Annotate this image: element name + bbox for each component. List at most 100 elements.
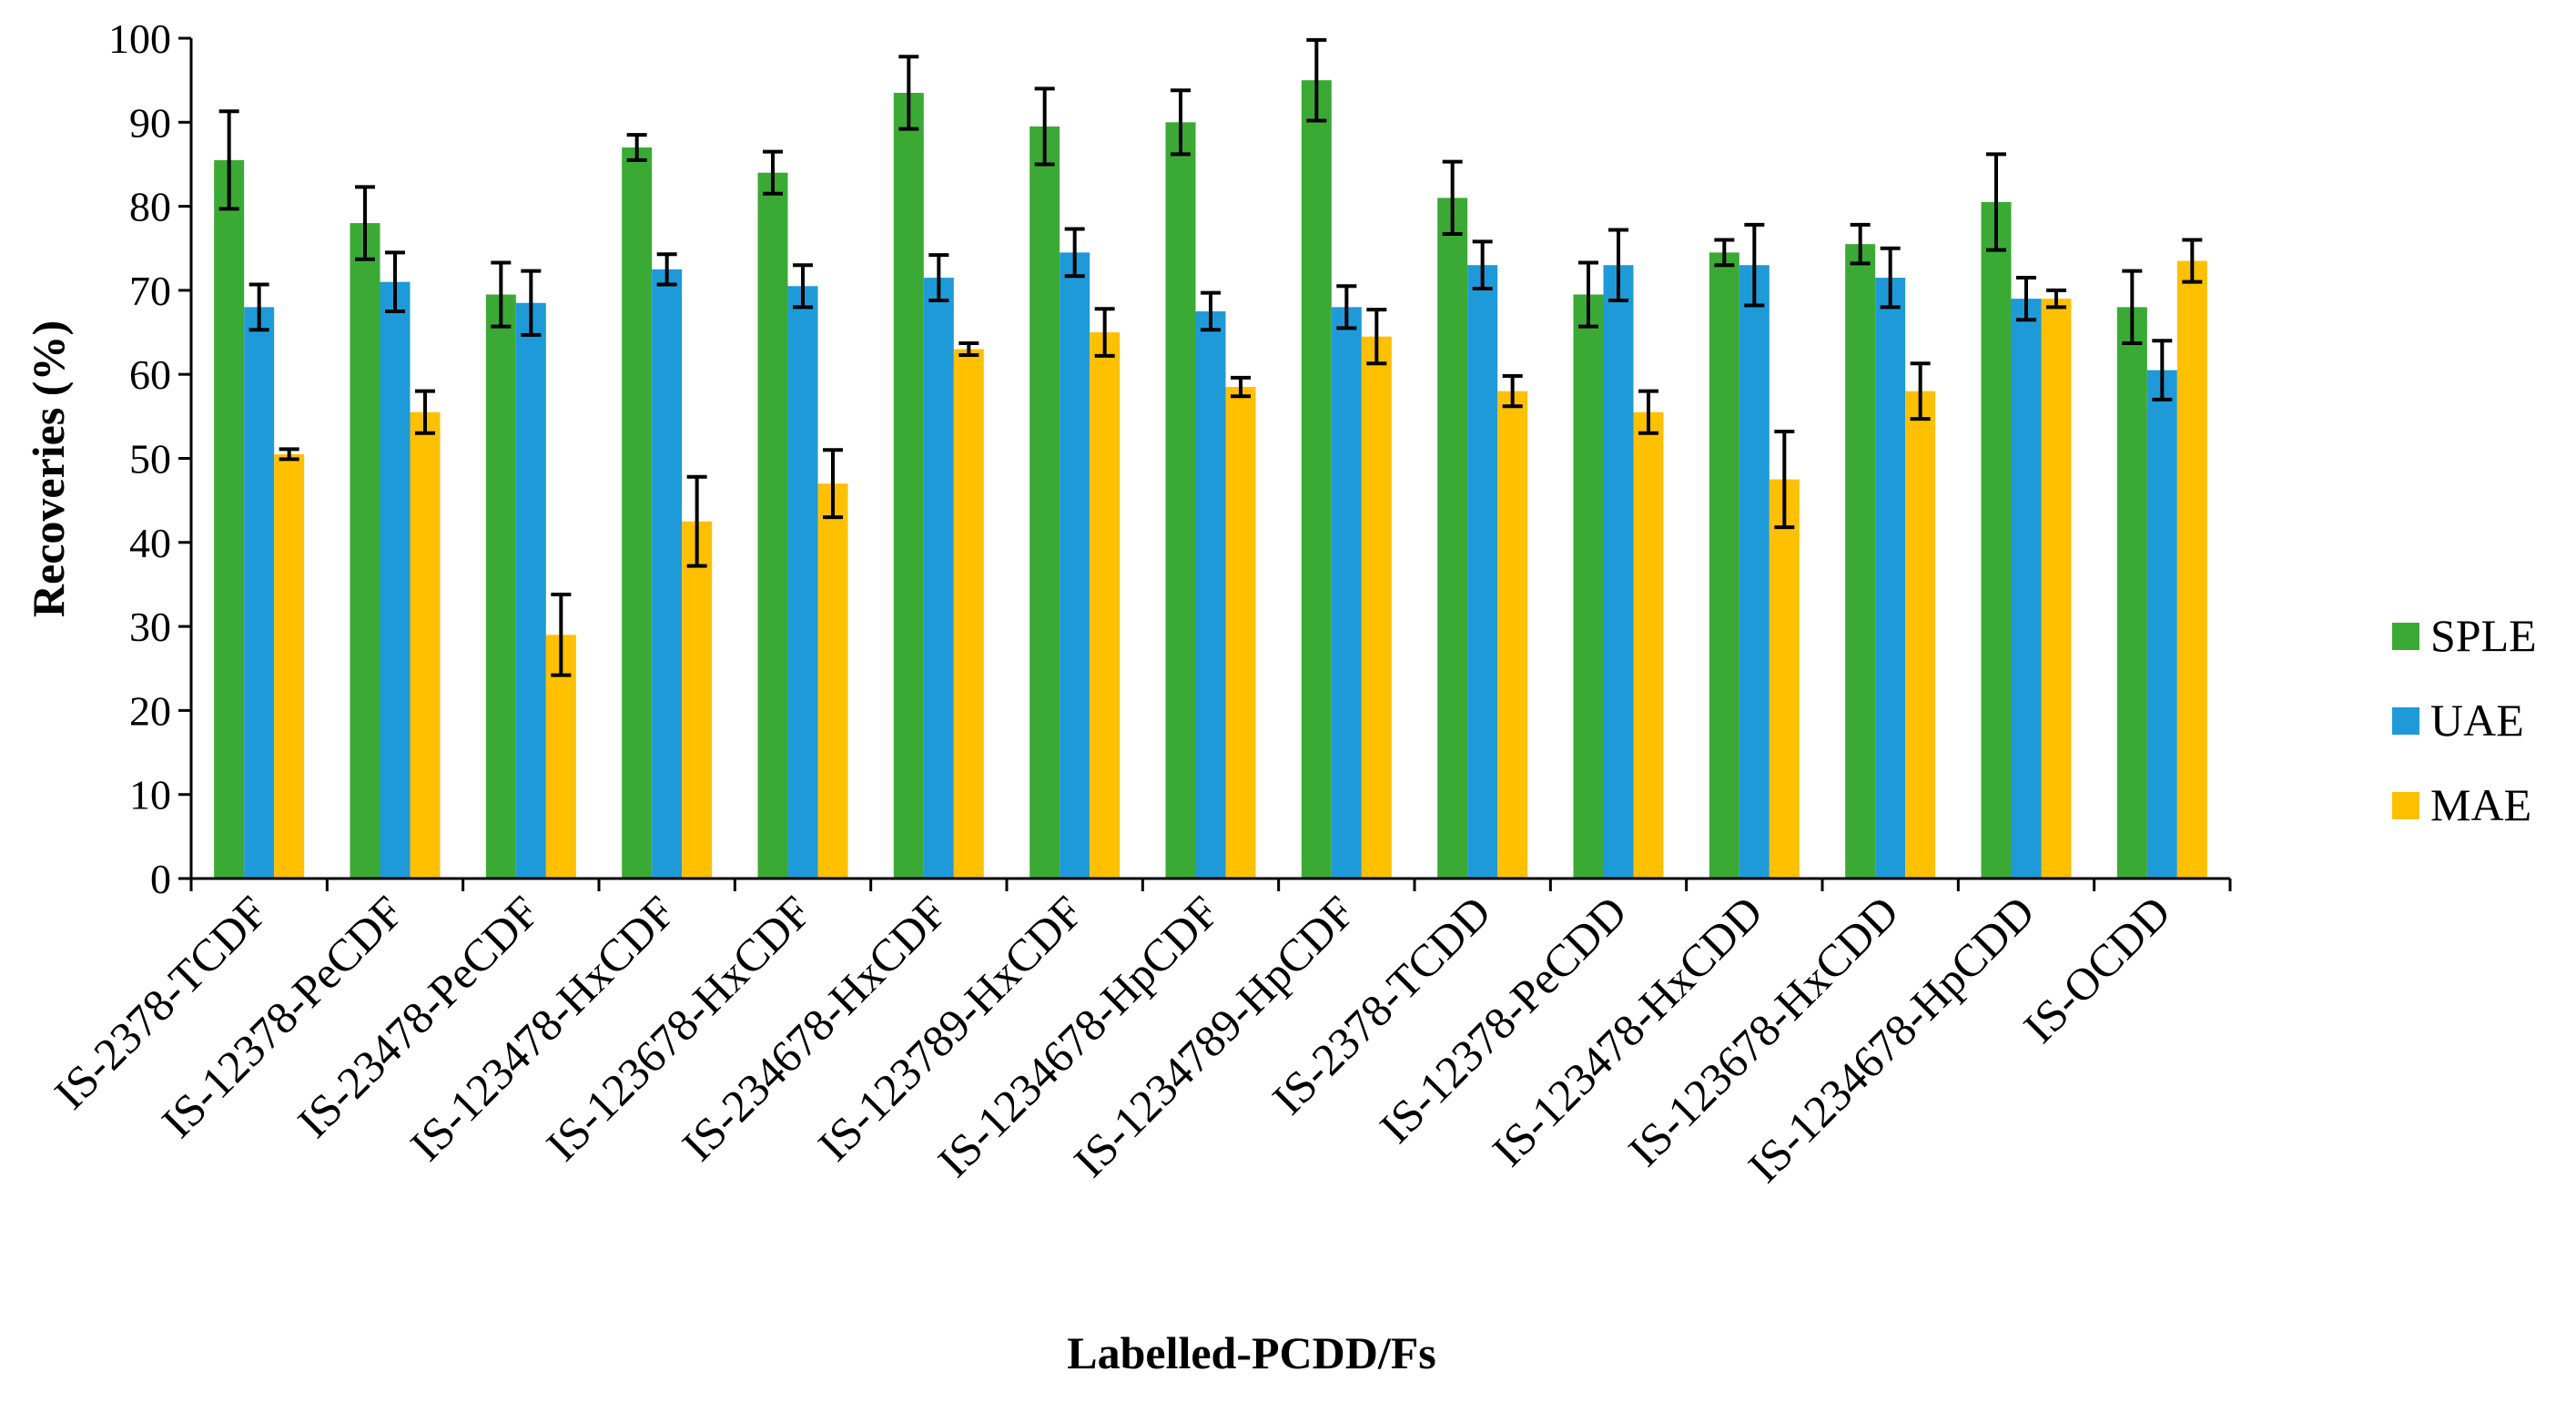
error-bar	[2152, 339, 2173, 401]
error-bar	[1442, 159, 1463, 237]
bar-sple	[2116, 307, 2147, 879]
error-bar	[1714, 238, 1735, 268]
bar-uae	[1060, 252, 1090, 879]
bar-mae	[1905, 391, 1936, 879]
y-tick-label: 40	[129, 520, 171, 566]
bar-uae	[2011, 299, 2042, 879]
error-bar	[1231, 375, 1251, 399]
legend-label-mae: MAE	[2430, 779, 2531, 830]
x-tick-label: IS-12378-PeCDF	[152, 886, 413, 1147]
error-bar	[656, 252, 677, 287]
bar-uae	[515, 302, 546, 879]
error-bar	[1201, 290, 1221, 332]
x-tick-label: IS-OCDD	[2013, 886, 2180, 1052]
bar-mae	[2041, 299, 2072, 879]
y-tick-label: 90	[129, 99, 171, 146]
y-tick-label: 30	[129, 604, 171, 650]
bar-mae	[274, 453, 305, 879]
bar-sple	[1165, 122, 1196, 879]
y-tick-label: 0	[150, 856, 171, 902]
x-axis-title: Labelled-PCDD/Fs	[1067, 1327, 1436, 1378]
bar-sple	[622, 147, 653, 879]
y-tick-label: 10	[129, 772, 171, 818]
bar-mae	[1769, 479, 1800, 879]
error-bar	[1171, 88, 1191, 157]
bar-mae	[1497, 391, 1528, 879]
error-bar	[823, 448, 843, 520]
bar-sple	[214, 159, 245, 879]
bar-mae	[817, 483, 848, 879]
error-bar	[1502, 374, 1523, 409]
bar-mae	[410, 411, 441, 879]
bars-layer	[214, 80, 2207, 879]
legend-swatch-sple	[2392, 623, 2419, 650]
error-bar	[279, 447, 299, 462]
error-bars-layer	[218, 37, 2203, 677]
error-bar	[1034, 86, 1055, 167]
error-bar	[1986, 152, 2006, 252]
error-bar	[2182, 238, 2203, 284]
y-axis-title: Recoveries (%)	[23, 320, 74, 617]
y-tick-label: 60	[129, 351, 171, 398]
bar-mae	[1225, 387, 1256, 879]
error-bar	[1880, 246, 1901, 310]
bar-sple	[1709, 252, 1739, 879]
bar-mae	[2176, 260, 2207, 879]
legend-label-uae: UAE	[2430, 695, 2524, 746]
error-bar	[1638, 389, 1658, 435]
error-bar	[1306, 37, 1327, 123]
y-axis: 0 10 20 30 40 50 60 70 80 90 100	[108, 15, 193, 902]
bar-mae	[682, 521, 713, 879]
bar-uae	[1195, 310, 1226, 879]
error-bar	[491, 260, 512, 329]
bar-mae	[1361, 336, 1392, 879]
bar-uae	[244, 307, 275, 879]
bar-uae	[1875, 278, 1906, 879]
bar-uae	[380, 281, 411, 879]
error-bar	[1578, 260, 1598, 329]
bar-uae	[1331, 307, 1362, 879]
bar-uae	[652, 269, 683, 879]
y-tick-label: 50	[129, 436, 171, 483]
bar-mae	[1090, 332, 1121, 879]
error-bar	[415, 389, 435, 435]
bar-uae	[787, 286, 818, 879]
error-bar	[521, 269, 542, 337]
error-bar	[626, 133, 647, 162]
x-tick-label: IS-23478-PeCDF	[288, 886, 549, 1147]
x-tick-label: IS-12378-PeCDD	[1370, 886, 1637, 1153]
bar-uae	[2146, 370, 2177, 879]
bar-sple	[757, 172, 788, 879]
error-bar	[248, 282, 269, 332]
y-tick-label: 80	[129, 184, 171, 230]
bar-sple	[1437, 198, 1468, 879]
error-bar	[2046, 288, 2066, 310]
error-bar	[355, 185, 375, 261]
bar-uae	[923, 278, 954, 879]
y-tick-label: 100	[108, 15, 171, 62]
legend: SPLE UAE MAE	[2392, 610, 2537, 830]
error-bar	[958, 341, 979, 357]
error-bar	[1336, 284, 1357, 330]
error-bar	[928, 253, 949, 302]
legend-label-sple: SPLE	[2430, 610, 2537, 661]
error-bar	[2016, 276, 2036, 322]
error-bar	[686, 474, 707, 568]
error-bar	[551, 593, 572, 677]
bar-uae	[1467, 265, 1498, 879]
bar-mae	[953, 349, 984, 879]
error-bar	[218, 109, 239, 211]
y-tick-label: 20	[129, 687, 171, 734]
error-bar	[1850, 222, 1871, 266]
error-bar	[1094, 307, 1115, 358]
legend-swatch-mae	[2392, 792, 2419, 819]
bar-sple	[1573, 294, 1604, 879]
legend-swatch-uae	[2392, 707, 2419, 735]
error-bar	[1472, 239, 1493, 291]
error-bar	[1608, 228, 1628, 302]
error-bar	[2122, 269, 2143, 346]
error-bar	[1744, 222, 1765, 308]
error-bar	[793, 263, 813, 310]
